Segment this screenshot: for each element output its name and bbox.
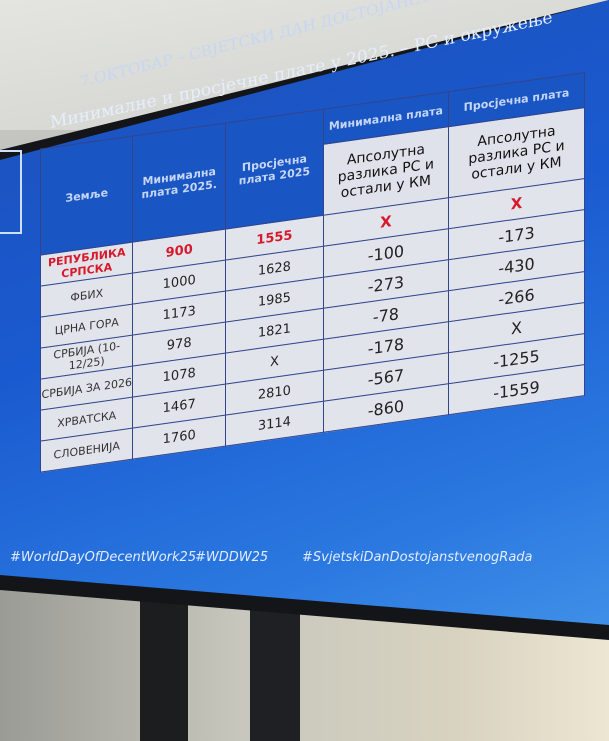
- header-min-wage: Минимална плата 2025.: [132, 123, 226, 243]
- hashtag: #WorldDayOfDecentWork25: [10, 550, 197, 565]
- hashtag: #WDDW25: [195, 550, 269, 565]
- presentation-slide: 7.ОКТОБАР – СВЈЕТСКИ ДАН ДОСТОЈАНСТВЕНОГ…: [30, 0, 590, 540]
- hashtag-bar: #WorldDayOfDecentWork25 #WDDW25 #Svjetsk…: [10, 550, 599, 570]
- wages-table: Земље Минимална плата 2025. Просјечна пл…: [40, 72, 585, 473]
- hashtag: #SvjetskiDanDostojanstvenogRada: [302, 550, 533, 565]
- monitor-stand: [140, 585, 188, 741]
- header-avg-wage: Просјечна плата 2025: [225, 109, 324, 230]
- header-country: Земље: [40, 136, 133, 256]
- side-panel-frame: [0, 150, 22, 234]
